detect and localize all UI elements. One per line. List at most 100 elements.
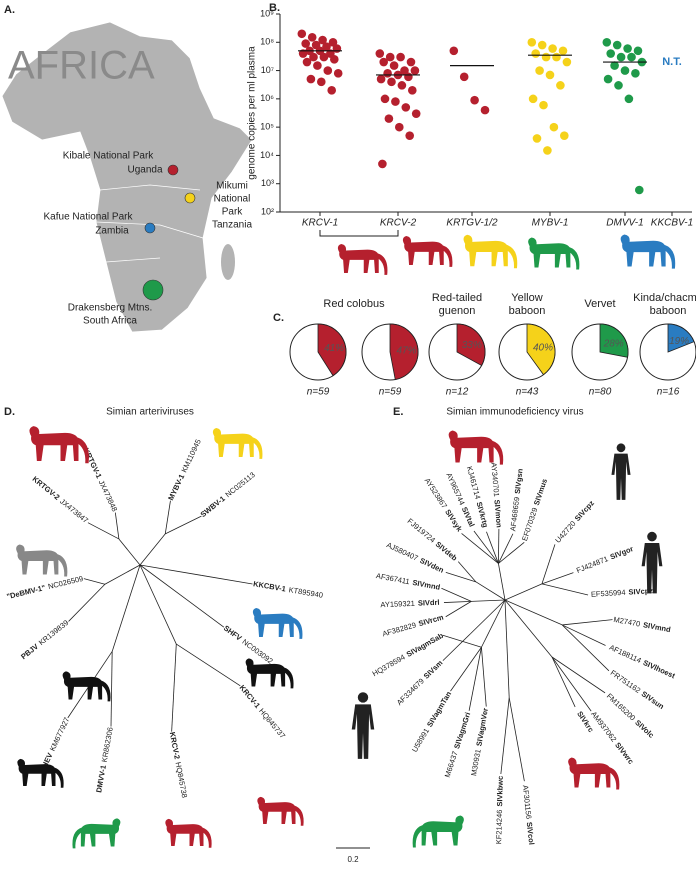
- tree-branch: [486, 531, 499, 564]
- leaf-accession: AY159321: [380, 599, 415, 609]
- leaf-name: SIVmon: [492, 499, 503, 528]
- site-label: Zambia: [95, 226, 129, 237]
- data-point: [531, 49, 540, 58]
- leaf-name: SIVkbwc: [495, 776, 505, 807]
- panel-label: C.: [273, 312, 284, 324]
- tree-branch: [468, 647, 482, 711]
- panel-label: D.: [4, 406, 15, 418]
- data-point: [616, 52, 626, 62]
- data-point: [387, 77, 396, 87]
- data-point: [541, 52, 551, 62]
- tree-branch: [176, 643, 241, 687]
- leaf-accession: KR139839: [37, 618, 70, 647]
- leaf-name: SIVagmSab: [405, 631, 445, 659]
- leaf-accession: U42720: [553, 519, 577, 545]
- leaf-name: DMVV-1: [94, 764, 108, 793]
- tree-branch: [504, 599, 553, 658]
- data-point: [309, 52, 318, 62]
- species-label: baboon: [509, 305, 546, 317]
- monkey-icon: [72, 818, 121, 849]
- leaf-name: SIVdrl: [418, 598, 440, 608]
- data-point: [539, 100, 548, 110]
- monkey-icon: [337, 243, 388, 275]
- leaf-label: MYBV-1KM110945: [166, 438, 203, 502]
- pie-category: n=59: [379, 387, 402, 398]
- data-point: [379, 57, 389, 67]
- leaf-accession: AF367411: [375, 571, 410, 586]
- leaf-name: SIVrcm: [417, 612, 444, 628]
- leaf-accession: AF468659: [508, 496, 521, 531]
- leaf-label: M30931SIVagmVer: [469, 707, 490, 776]
- tree-branch: [442, 633, 472, 661]
- site-label: National: [214, 194, 251, 205]
- data-point: [297, 29, 307, 39]
- pie-value-label: 28%: [603, 339, 624, 350]
- data-point: [404, 72, 413, 82]
- data-point: [562, 57, 572, 67]
- data-point: [405, 131, 415, 140]
- pie-category: n=43: [516, 387, 539, 398]
- data-point: [548, 44, 557, 53]
- tree-branch: [562, 619, 613, 626]
- tree-branch: [87, 522, 120, 540]
- tree-branch: [475, 581, 506, 601]
- human-icon: [611, 443, 631, 500]
- leaf-name: SIVden: [418, 556, 445, 575]
- monkey-icon: [257, 796, 304, 826]
- data-point: [410, 66, 420, 75]
- tree-branch: [541, 572, 574, 585]
- data-point: [606, 49, 615, 58]
- site-label: Uganda: [127, 165, 162, 176]
- site-label: Park: [222, 207, 244, 218]
- monkey-icon: [62, 671, 111, 702]
- tree-branch: [68, 583, 106, 622]
- leaf-accession: FJ919724: [406, 517, 437, 545]
- tree-branch: [110, 651, 113, 727]
- tree-branch: [461, 533, 499, 564]
- monkey-icon: [402, 235, 453, 267]
- data-point: [383, 69, 392, 78]
- tree-branch: [441, 587, 472, 602]
- data-point: [635, 185, 644, 195]
- pie-value-label: 41%: [324, 343, 344, 354]
- data-point: [612, 40, 622, 50]
- x-tick-label: KKCBV-1: [651, 218, 693, 229]
- leaf-label: AY340701 SIVmon: [489, 462, 504, 528]
- leaf-accession: KT895940: [288, 585, 324, 600]
- data-point: [401, 103, 411, 112]
- leaf-name: SIVmnd: [412, 578, 442, 592]
- leaf-accession: NC026509: [47, 574, 84, 591]
- site-marker: [184, 192, 196, 204]
- pie-value-label: 33%: [462, 340, 482, 351]
- pie-category: n=12: [446, 387, 469, 398]
- leaf-label: FJ424871SIVgor: [575, 544, 635, 575]
- y-tick-label: 10⁹: [260, 8, 274, 18]
- y-tick-label: 10⁸: [260, 37, 274, 47]
- leaf-name: "DeBMV-1": [6, 583, 47, 601]
- data-point: [545, 70, 555, 80]
- leaf-accession: M66437: [443, 750, 460, 779]
- tree-branch: [551, 656, 576, 708]
- leaf-label: EF070329SIVmus: [520, 478, 549, 543]
- leaf-accession: NC003092: [240, 637, 274, 666]
- data-point: [556, 81, 565, 90]
- leaf-name: SWBV-1: [199, 494, 227, 519]
- site-marker: [144, 222, 156, 234]
- data-point: [375, 49, 385, 58]
- data-point: [408, 86, 417, 95]
- leaf-label: SWBV-1NC025113: [199, 470, 257, 519]
- monkey-icon: [463, 234, 518, 269]
- leaf-accession: M30931: [469, 748, 483, 776]
- data-point: [624, 94, 634, 104]
- leaf-name: SIVcol: [525, 821, 536, 845]
- data-point: [411, 109, 421, 118]
- pie-wedge: [526, 323, 556, 376]
- data-point: [318, 35, 327, 45]
- leaf-accession: M27470: [613, 615, 641, 629]
- leaf-label: AF367411SIVmnd: [375, 571, 441, 592]
- tree-branch: [541, 583, 589, 596]
- bracket: [319, 230, 399, 237]
- leaf-label: U42720SIVcpz: [553, 498, 596, 544]
- data-point: [396, 52, 405, 62]
- species-label: guenon: [439, 305, 476, 317]
